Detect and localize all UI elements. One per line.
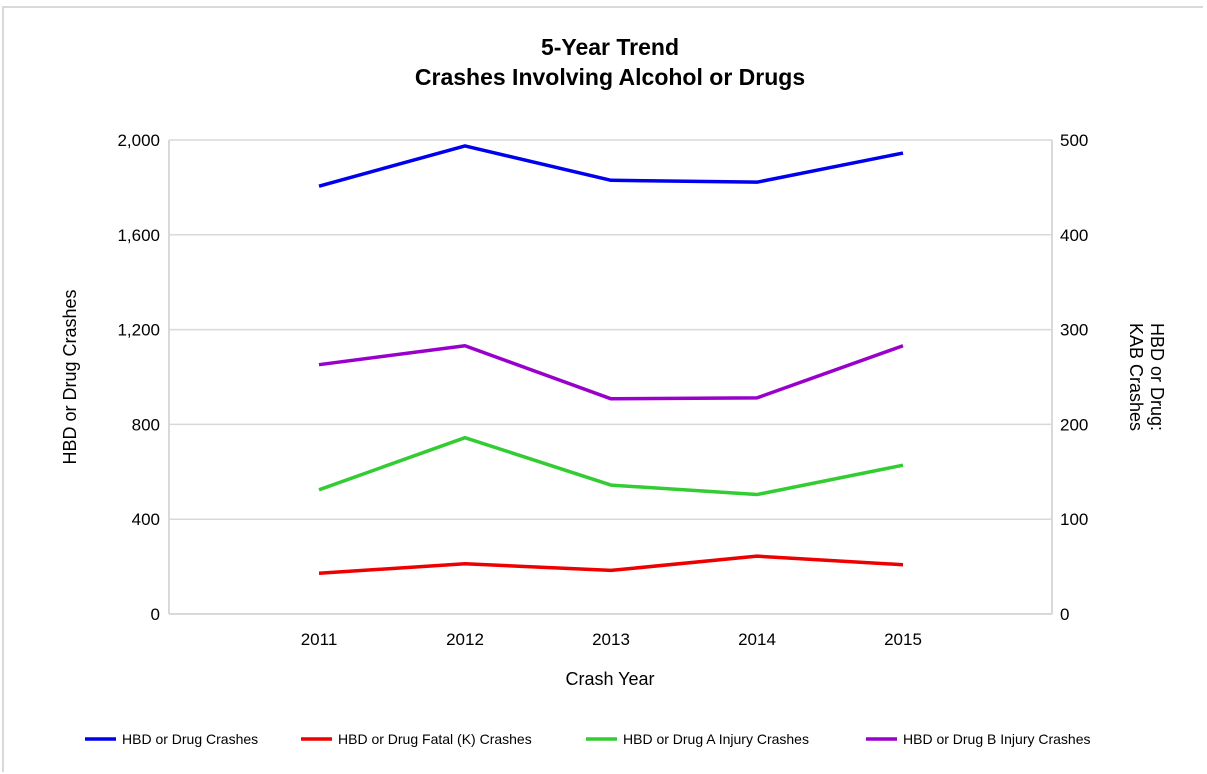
series-line	[318, 435, 904, 497]
x-tick-label: 2015	[884, 630, 922, 649]
legend-label: HBD or Drug Fatal (K) Crashes	[338, 731, 532, 747]
legend-label: HBD or Drug B Injury Crashes	[903, 731, 1091, 747]
y-left-tick-label: 400	[132, 510, 160, 529]
tick-labels: 0 400 800 1,200 1,600 2,000 0 100 200 300 400 500 20…	[117, 131, 1088, 649]
y-right-tick-label: 200	[1060, 415, 1088, 434]
series-line	[318, 144, 904, 188]
series-line	[318, 343, 904, 401]
x-tick-label: 2013	[592, 630, 630, 649]
chart-frame	[2, 6, 1203, 772]
y-left-tick-label: 0	[151, 605, 160, 624]
x-axis-label: Crash Year	[565, 669, 654, 689]
chart-title: 5-Year Trend	[541, 34, 679, 60]
y-axis-right-label-line2: KAB Crashes	[1126, 323, 1146, 431]
y-axis-right-label-line1: HBD or Drug:	[1147, 323, 1167, 431]
y-left-tick-label: 1,600	[117, 226, 160, 245]
series-line	[318, 554, 904, 575]
legend-label: HBD or Drug Crashes	[122, 731, 258, 747]
y-right-tick-label: 400	[1060, 226, 1088, 245]
y-axis-left-label: HBD or Drug Crashes	[60, 289, 80, 464]
y-left-tick-label: 1,200	[117, 321, 160, 340]
x-tick-label: 2014	[738, 630, 776, 649]
chart-subtitle: Crashes Involving Alcohol or Drugs	[415, 64, 805, 90]
y-left-tick-label: 800	[132, 415, 160, 434]
x-tick-label: 2011	[301, 630, 338, 649]
y-right-tick-label: 100	[1060, 510, 1088, 529]
series-lines	[318, 144, 904, 575]
gridlines	[169, 139, 1052, 520]
y-left-tick-label: 2,000	[117, 131, 160, 150]
y-right-tick-label: 0	[1060, 605, 1069, 624]
y-right-tick-label: 500	[1060, 131, 1088, 150]
legend: HBD or Drug Crashes HBD or Drug Fatal (K)…	[85, 731, 1091, 747]
x-tick-label: 2012	[446, 630, 484, 649]
y-right-tick-label: 300	[1060, 321, 1088, 340]
axes	[168, 140, 1053, 615]
legend-label: HBD or Drug A Injury Crashes	[623, 731, 809, 747]
